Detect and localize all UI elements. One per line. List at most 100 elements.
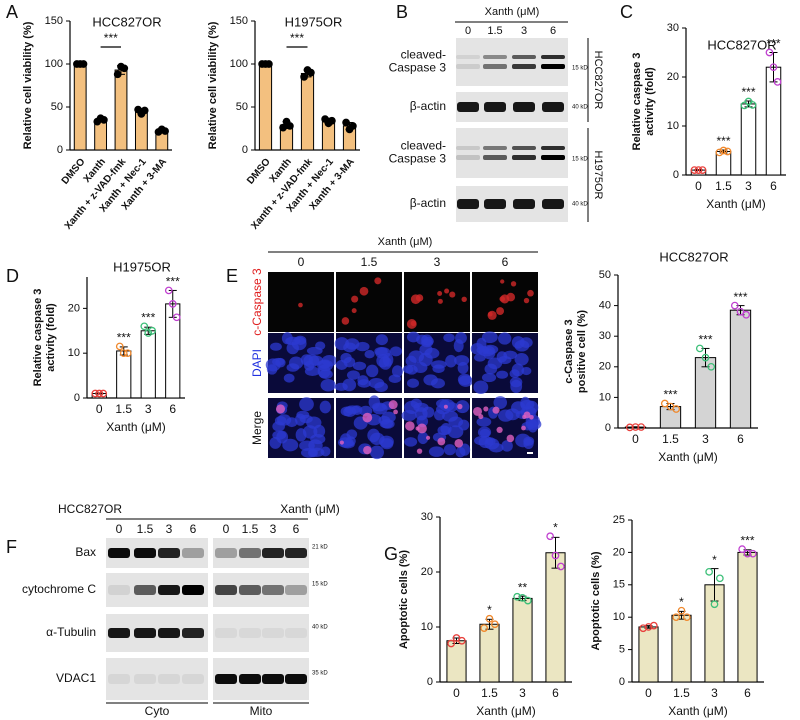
significance-label: ***: [141, 310, 155, 324]
x-tick-label: 3: [711, 686, 718, 700]
blot-row-label: Bax: [75, 545, 96, 559]
nucleus: [404, 437, 418, 447]
x-tick-label: 6: [770, 179, 777, 193]
data-point: [701, 353, 710, 362]
lane-label: 1.5: [487, 25, 502, 37]
nucleus: [320, 446, 331, 457]
column-label: 1.5: [361, 255, 378, 269]
significance-label: ***: [166, 275, 180, 289]
data-point: [551, 551, 560, 560]
data-point: [119, 349, 128, 358]
blot-band: [108, 628, 130, 638]
x-tick-label: 0: [96, 402, 103, 416]
micrograph: [268, 272, 334, 332]
significance-label: ***: [117, 331, 131, 345]
bar: [545, 552, 566, 683]
y-axis-label: c-Caspase 3: [563, 319, 575, 383]
blot-band: [285, 628, 307, 638]
data-point: [164, 286, 173, 295]
data-point: [140, 106, 149, 115]
y-tick-label: 100: [230, 58, 248, 70]
data-point: [660, 399, 669, 408]
y-tick-label: 50: [236, 101, 248, 113]
blot-band: [484, 102, 506, 112]
nucleus: [443, 444, 456, 456]
kd-marker: 15 kD: [572, 157, 588, 163]
blot-header: Xanth (μM): [485, 6, 540, 18]
data-point: [698, 166, 707, 174]
data-point: [99, 389, 108, 398]
data-point: [765, 48, 774, 57]
caspase-signal: [500, 279, 505, 284]
y-tick-label: 150: [230, 15, 248, 27]
significance-label: ***: [716, 134, 730, 148]
caspase-signal: [362, 412, 373, 423]
data-point: [79, 60, 88, 68]
x-tick-label: 3: [145, 402, 152, 416]
caspase-signal: [341, 317, 350, 325]
caspase-signal: [449, 291, 456, 298]
caspase-signal: [405, 421, 415, 431]
lane-label: 6: [550, 25, 556, 37]
x-axis-label: Xanth (μM): [668, 704, 728, 718]
bar: [116, 350, 132, 399]
data-point: [743, 549, 752, 558]
x-tick-label: 0: [453, 686, 460, 700]
caspase-signal: [437, 437, 446, 446]
cell-line-label: HCC827OR: [58, 502, 122, 516]
nucleus: [523, 436, 535, 446]
nucleus: [405, 364, 418, 375]
x-tick-label: 3: [702, 432, 709, 446]
nucleus: [455, 332, 467, 344]
bar: [114, 69, 128, 151]
y-axis-label: Relative caspase 3: [631, 53, 643, 151]
y-tick-label: 50: [599, 269, 611, 281]
nucleus: [352, 361, 367, 371]
blot-band: [262, 548, 284, 558]
nucleus: [369, 445, 384, 460]
data-point: [707, 362, 716, 371]
nucleus: [510, 379, 523, 394]
nucleus: [401, 410, 417, 421]
nucleus: [274, 416, 287, 426]
caspase-signal: [478, 414, 484, 420]
caspase-signal: [443, 404, 448, 409]
data-point: [644, 623, 653, 631]
blot-row-label: cytochrome C: [22, 582, 96, 596]
significance-label: *: [679, 595, 684, 609]
data-point: [683, 613, 691, 622]
x-tick-label: 0: [695, 179, 702, 193]
blot-band: [108, 548, 130, 558]
chart-title: HCC827OR: [92, 14, 161, 29]
data-point: [723, 147, 732, 156]
nucleus: [405, 355, 417, 367]
nucleus: [319, 400, 331, 414]
nucleus: [421, 338, 434, 348]
blot-band: [457, 199, 479, 209]
blot-band: [182, 585, 204, 595]
nucleus: [299, 397, 314, 412]
blot-band: [542, 102, 564, 112]
y-tick-label: 0: [74, 392, 80, 404]
kd-marker: 40 kD: [572, 202, 588, 208]
blot-band: [262, 674, 284, 684]
blot-band: [134, 628, 156, 638]
row-label: c-Caspase 3: [250, 268, 264, 336]
y-tick-label: 30: [599, 330, 611, 342]
y-tick-label: 25: [613, 514, 625, 526]
chart-title: H1975OR: [285, 14, 343, 29]
significance-label: ***: [741, 85, 755, 99]
x-tick-label: 6: [169, 402, 176, 416]
blot-band: [285, 548, 307, 558]
chart-title: H1975OR: [113, 259, 171, 274]
nucleus: [455, 446, 466, 458]
blot-background: [106, 658, 208, 700]
caspase-signal: [457, 403, 463, 410]
blot-background: [456, 128, 568, 178]
x-tick-label: 0: [632, 432, 639, 446]
data-point: [148, 326, 157, 335]
bar: [165, 303, 181, 399]
nucleus: [283, 373, 295, 383]
significance-label: ***: [766, 37, 780, 51]
blot-band: [457, 102, 479, 112]
